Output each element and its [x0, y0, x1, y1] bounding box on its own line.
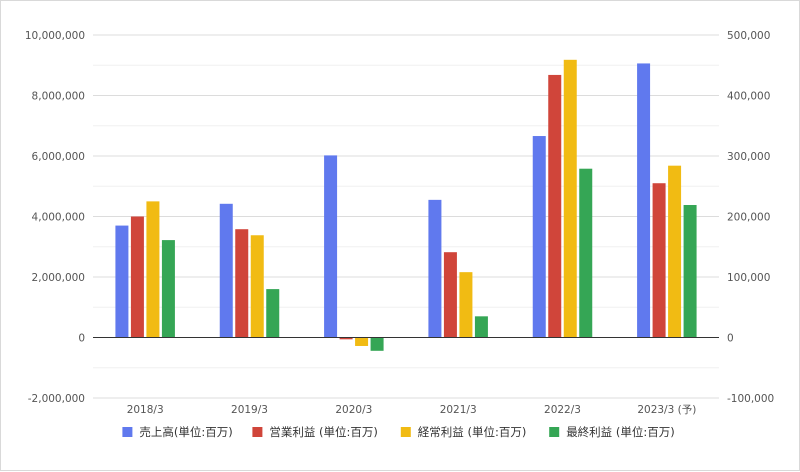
legend-label-1: 営業利益 (単位:百万): [269, 425, 378, 439]
x-tick-label: 2022/3: [544, 404, 581, 416]
bar-5-1: [652, 183, 666, 338]
bar-2-2: [355, 337, 369, 346]
bar-1-1: [235, 229, 249, 338]
bar-5-3: [683, 205, 697, 338]
bar-5-2: [668, 165, 682, 338]
bar-0-2: [146, 201, 160, 338]
y-right-tick-label: 0: [727, 333, 734, 345]
bar-4-2: [563, 59, 577, 338]
y-right-tick-label: 100,000: [727, 272, 770, 284]
bar-3-2: [459, 272, 473, 338]
bar-2-1: [339, 337, 353, 340]
y-right-tick-label: -100,000: [727, 393, 774, 405]
bar-2-3: [370, 337, 384, 351]
x-tick-label: 2023/3 (予): [637, 404, 696, 416]
bar-5-0: [637, 63, 651, 338]
y-left-tick-label: 4,000,000: [32, 212, 85, 224]
x-tick-label: 2020/3: [335, 404, 372, 416]
legend-swatch-3: [549, 427, 560, 437]
x-tick-label: 2019/3: [231, 404, 268, 416]
bar-2-0: [324, 155, 338, 338]
bar-1-3: [266, 289, 280, 338]
y-left-tick-label: 10,000,000: [25, 30, 85, 42]
x-tick-label: 2021/3: [440, 404, 477, 416]
bar-4-0: [532, 136, 546, 338]
bar-1-0: [219, 203, 233, 338]
bar-0-3: [161, 240, 175, 338]
bar-1-2: [250, 235, 264, 338]
bar-3-3: [474, 316, 488, 338]
y-left-tick-label: 8,000,000: [32, 91, 85, 103]
legend-label-2: 経常利益 (単位:百万): [418, 425, 527, 439]
legend-swatch-0: [122, 427, 133, 437]
y-right-tick-label: 300,000: [727, 151, 770, 163]
bar-4-3: [579, 168, 593, 338]
y-left-tick-label: 6,000,000: [32, 151, 85, 163]
y-left-tick-label: 2,000,000: [32, 272, 85, 284]
bar-0-1: [130, 216, 144, 338]
legend-swatch-1: [252, 427, 263, 437]
bar-0-0: [115, 225, 129, 338]
y-right-tick-label: 400,000: [727, 91, 770, 103]
bar-3-0: [428, 199, 442, 338]
y-right-tick-label: 500,000: [727, 30, 770, 42]
y-left-tick-label: -2,000,000: [28, 393, 85, 405]
y-left-tick-label: 0: [78, 333, 85, 345]
bar-4-1: [548, 74, 562, 338]
x-tick-label: 2018/3: [127, 404, 164, 416]
bar-3-1: [443, 252, 457, 338]
y-right-tick-label: 200,000: [727, 212, 770, 224]
legend-swatch-2: [400, 427, 411, 437]
legend-label-0: 売上高(単位:百万): [139, 425, 232, 439]
legend-label-3: 最終利益 (単位:百万): [566, 425, 675, 439]
